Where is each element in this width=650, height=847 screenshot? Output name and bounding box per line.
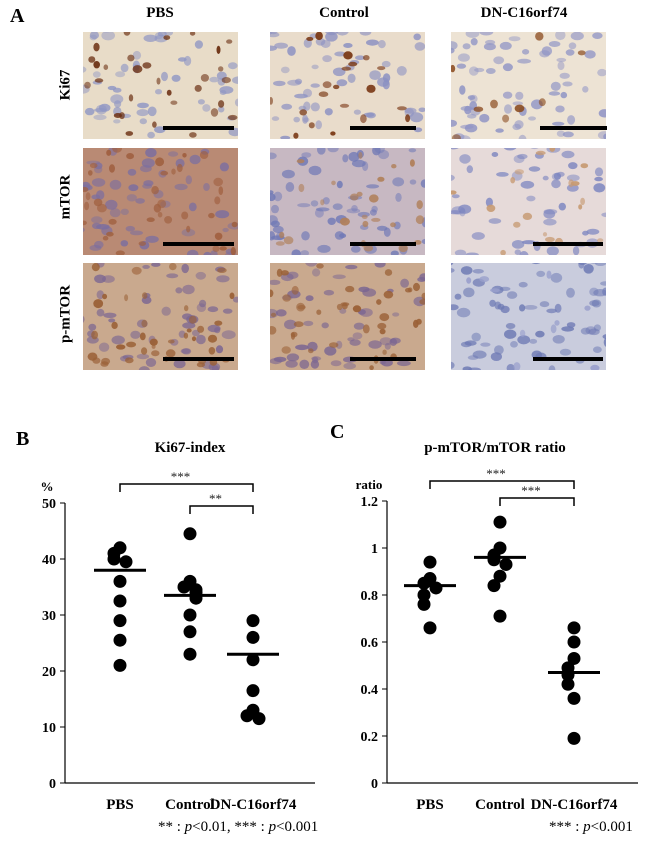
significance-stars: *** <box>171 469 191 484</box>
data-point <box>417 576 431 590</box>
significance-stars: ** <box>209 491 222 506</box>
y-tick-label: 30 <box>42 609 56 624</box>
micrograph-p-mtor-control <box>270 263 425 370</box>
significance-bracket <box>429 480 575 489</box>
micrograph-ki67-control <box>270 32 425 139</box>
y-tick-label: 1.2 <box>361 495 379 510</box>
micrograph-p-mtor-pbs <box>83 263 238 370</box>
data-point <box>493 515 507 529</box>
x-category-label: Control <box>165 797 215 810</box>
data-point <box>113 633 127 647</box>
y-tick-label: 0 <box>371 777 378 792</box>
y-tick-label: 40 <box>42 553 56 568</box>
data-point <box>183 647 197 661</box>
significance-stars: *** <box>521 483 541 498</box>
row-label-ki67: Ki67 <box>57 69 74 101</box>
scale-bar <box>163 242 234 246</box>
data-point <box>183 527 197 541</box>
data-point <box>113 658 127 672</box>
scale-bar <box>350 357 416 361</box>
row-label-mtor: mTOR <box>57 174 74 220</box>
data-point <box>246 684 260 698</box>
x-category-label: DN-C16orf74 <box>531 797 618 810</box>
scale-bar <box>533 357 603 361</box>
scale-bar <box>163 357 234 361</box>
data-point <box>113 614 127 628</box>
data-point <box>113 574 127 588</box>
data-point <box>189 591 203 605</box>
micrograph-ki67-pbs <box>83 32 238 139</box>
x-category-label: Control <box>475 797 525 810</box>
data-point <box>487 553 501 567</box>
scale-bar <box>350 126 416 130</box>
data-point <box>487 579 501 593</box>
data-point <box>107 552 121 566</box>
scale-bar <box>350 242 416 246</box>
y-tick-label: 0.4 <box>361 683 379 698</box>
y-tick-label: 0.8 <box>361 589 379 604</box>
data-point <box>246 653 260 667</box>
panel-letter-a: A <box>10 5 25 27</box>
data-point <box>423 555 437 569</box>
data-point <box>567 621 581 635</box>
data-point <box>567 651 581 665</box>
y-unit-label: % <box>41 479 54 494</box>
micrograph-ki67-dn-c16orf74 <box>451 32 606 139</box>
data-point <box>493 569 507 583</box>
data-point <box>567 691 581 705</box>
column-header-dn-c16orf74: DN-C16orf74 <box>480 5 568 21</box>
y-tick-label: 1 <box>371 542 378 557</box>
data-point <box>240 709 254 723</box>
y-tick-label: 0.2 <box>361 730 379 745</box>
x-category-label: PBS <box>106 797 134 810</box>
data-point <box>567 731 581 745</box>
data-point <box>567 635 581 649</box>
panel-letter-b: B <box>16 428 30 450</box>
y-tick-label: 10 <box>42 721 56 736</box>
y-tick-label: 50 <box>42 497 56 512</box>
y-tick-label: 0.6 <box>361 636 379 651</box>
data-point <box>429 581 443 595</box>
data-point <box>113 594 127 608</box>
data-point <box>177 580 191 594</box>
panel-letter-c: C <box>330 421 345 443</box>
significance-bracket <box>189 505 254 514</box>
column-header-pbs: PBS <box>146 5 174 21</box>
significance-bracket <box>119 483 254 492</box>
x-category-label: PBS <box>416 797 444 810</box>
scale-bar <box>540 126 607 130</box>
chart-title-p-mtor-ratio: p-mTOR/mTOR ratio <box>424 440 566 456</box>
data-point <box>417 597 431 611</box>
row-label-p-mtor: p-mTOR <box>57 284 74 344</box>
micrograph-mtor-pbs <box>83 148 238 255</box>
footnote-significance-c: *** : p<0.001 <box>549 819 633 835</box>
column-header-control: Control <box>319 5 369 21</box>
scale-bar <box>533 242 603 246</box>
footnote-significance-b: ** : p<0.01, *** : p<0.001 <box>158 819 319 835</box>
data-point <box>493 609 507 623</box>
x-category-label: DN-C16orf74 <box>210 797 297 810</box>
scale-bar <box>163 126 234 130</box>
micrograph-mtor-dn-c16orf74 <box>451 148 606 255</box>
chart-title-ki67-index: Ki67-index <box>154 440 226 456</box>
y-tick-label: 20 <box>42 665 56 680</box>
y-unit-label: ratio <box>356 477 383 492</box>
data-point <box>246 614 260 628</box>
data-point <box>246 630 260 644</box>
data-point <box>119 555 133 569</box>
data-point <box>499 557 513 571</box>
data-point <box>417 588 431 602</box>
p-mtor-mtor-ratio-chart: ratio 0 0.2 0.4 0.6 0.8 1 1.2 PBS Control DN-C16or… <box>356 466 638 810</box>
data-point <box>183 608 197 622</box>
significance-bracket <box>499 497 575 506</box>
data-point <box>423 621 437 635</box>
significance-stars: *** <box>486 466 506 481</box>
micrograph-mtor-control <box>270 148 425 255</box>
data-point <box>561 677 575 691</box>
micrograph-p-mtor-dn-c16orf74 <box>451 263 606 370</box>
data-point <box>252 712 266 726</box>
data-point <box>183 625 197 639</box>
y-tick-label: 0 <box>49 777 56 792</box>
